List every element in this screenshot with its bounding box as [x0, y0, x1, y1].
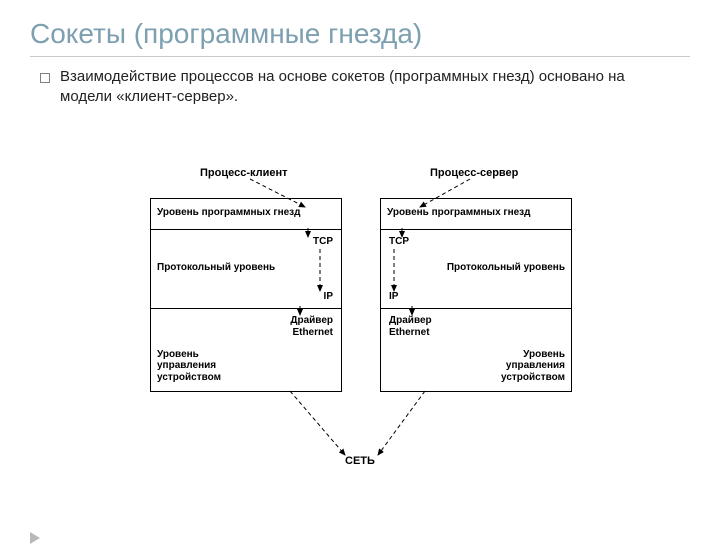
server-stack: Уровень программных гнезд TCP Протокольн…: [380, 198, 572, 392]
server-sockets-label: Уровень программных гнезд: [387, 207, 531, 219]
page-title: Сокеты (программные гнезда): [30, 18, 720, 50]
client-layer-sockets: Уровень программных гнезд: [151, 199, 341, 230]
client-driver-label: Драйвер Ethernet: [290, 315, 333, 338]
client-ip-label: IP: [324, 291, 333, 303]
header-server: Процесс-сервер: [430, 167, 518, 179]
client-stack: Уровень программных гнезд TCP Протокольн…: [150, 198, 342, 392]
client-layer-device: Драйвер Ethernet Уровень управления устр…: [151, 309, 341, 391]
play-arrow-icon: [30, 532, 40, 544]
title-underline: [30, 56, 690, 57]
server-tcp-label: TCP: [389, 236, 409, 248]
server-protocol-label: Протокольный уровень: [447, 262, 565, 274]
bullet-marker-icon: [40, 73, 50, 83]
server-layer-protocol: TCP Протокольный уровень IP: [381, 230, 571, 309]
client-sockets-label: Уровень программных гнезд: [157, 207, 301, 219]
client-layer-protocol: TCP Протокольный уровень IP: [151, 230, 341, 309]
server-layer-device: Драйвер Ethernet Уровень управления устр…: [381, 309, 571, 391]
server-device-label: Уровень управления устройством: [501, 349, 565, 384]
server-layer-sockets: Уровень программных гнезд: [381, 199, 571, 230]
client-protocol-label: Протокольный уровень: [157, 262, 275, 274]
client-device-label: Уровень управления устройством: [157, 349, 221, 384]
socket-diagram: Процесс-клиент Процесс-сервер Уровень пр…: [140, 163, 600, 523]
server-driver-label: Драйвер Ethernet: [389, 315, 432, 338]
bullet-item: Взаимодействие процессов на основе сокет…: [40, 67, 680, 108]
bullet-text: Взаимодействие процессов на основе сокет…: [60, 67, 680, 108]
server-ip-label: IP: [389, 291, 398, 303]
header-client: Процесс-клиент: [200, 167, 288, 179]
network-label: СЕТЬ: [345, 455, 375, 467]
client-tcp-label: TCP: [313, 236, 333, 248]
